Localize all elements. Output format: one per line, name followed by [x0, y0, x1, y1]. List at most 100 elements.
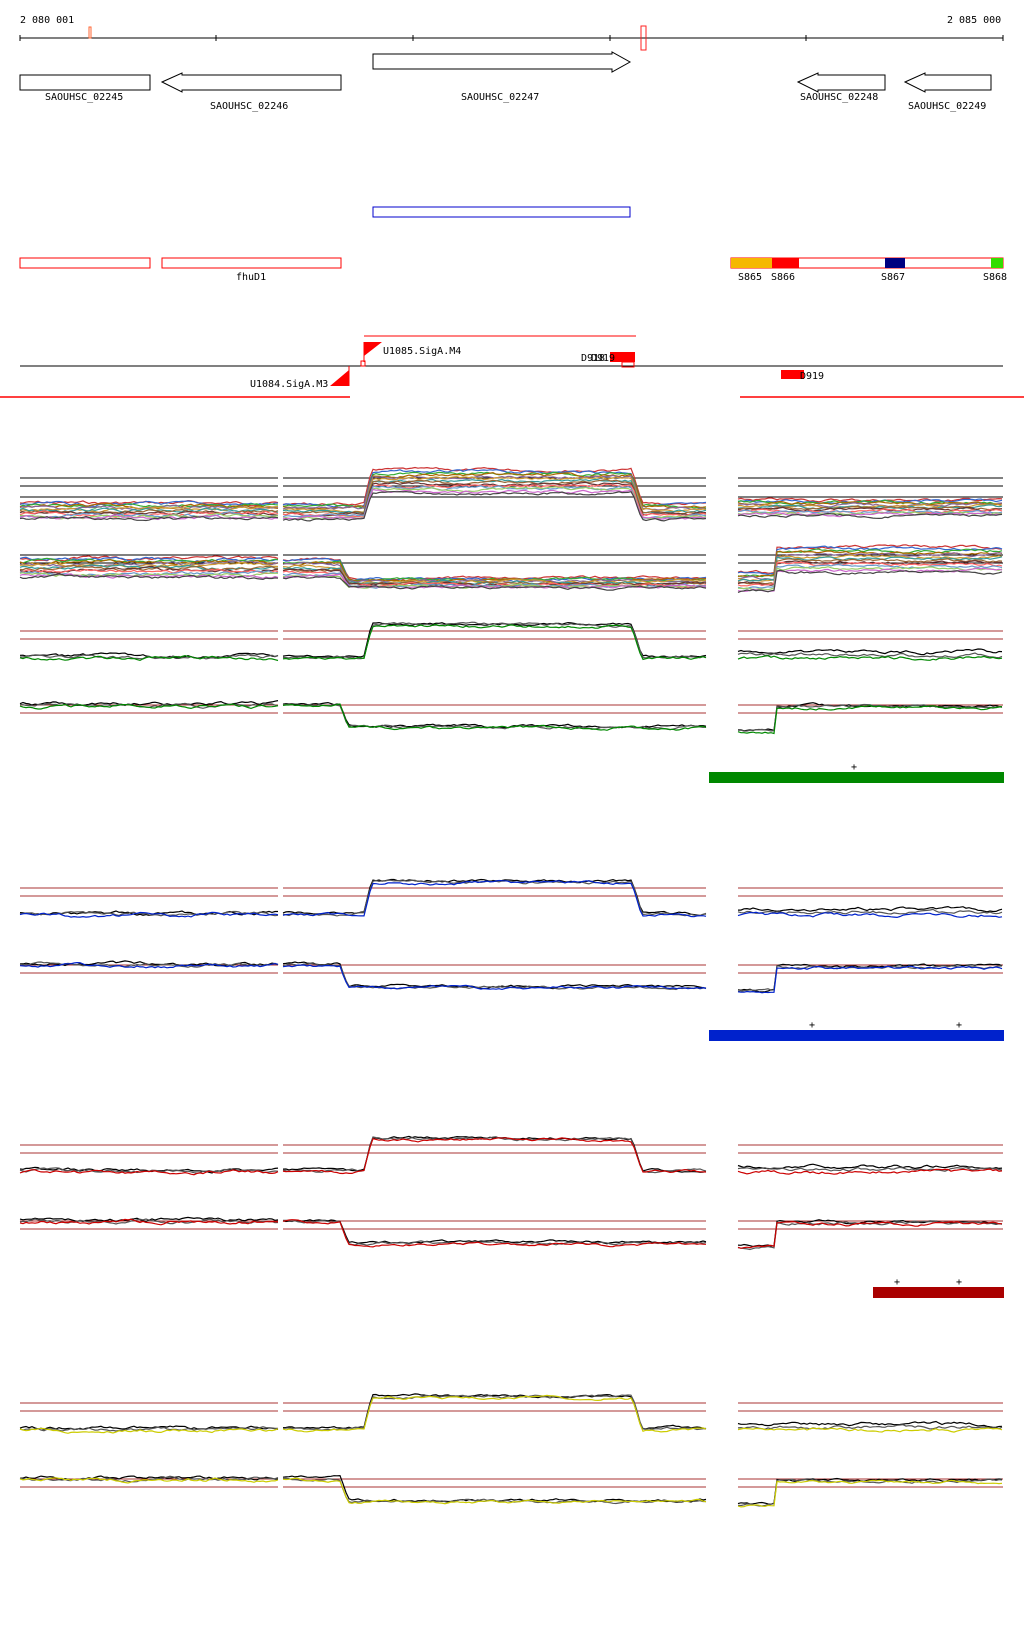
- terminator-d919[interactable]: [781, 370, 804, 379]
- expression-trace: [282, 1477, 707, 1505]
- expression-trace: [282, 962, 707, 991]
- expression-trace: [282, 964, 707, 991]
- expression-trace: [738, 905, 1003, 913]
- expression-trace: [19, 700, 279, 707]
- expression-trace: [19, 911, 279, 918]
- expression-trace: [737, 497, 1003, 503]
- condition-bar-red[interactable]: [873, 1287, 1004, 1298]
- expression-trace: [737, 911, 1003, 919]
- terminator-label-d918: D918: [581, 353, 605, 364]
- expression-trace: [738, 702, 1003, 732]
- expression-trace: [737, 500, 1003, 506]
- expression-trace: [282, 557, 707, 581]
- terminator-label-d918-overlap: D919: [591, 353, 615, 364]
- expression-trace: [19, 560, 279, 568]
- gene-arrow-saouhsc-02245[interactable]: [19, 74, 151, 91]
- plus-marker: +: [894, 1277, 900, 1288]
- expression-trace: [19, 573, 279, 581]
- blue-region-box[interactable]: [372, 206, 631, 218]
- expression-trace: [737, 652, 1003, 659]
- expression-trace: [282, 701, 707, 729]
- expression-trace: [19, 703, 279, 710]
- expression-trace: [282, 558, 707, 582]
- segment-label-s868: S868: [983, 272, 1007, 283]
- end-coordinate: 2 085 000: [947, 15, 1001, 26]
- expression-trace: [282, 703, 707, 731]
- expression-trace: [737, 544, 1003, 574]
- expression-trace: [737, 566, 1003, 591]
- regulatory-track: U1085.SigA.M4 U1084.SigA.M3 D918 D919 D9…: [0, 335, 1024, 398]
- operon-box-1[interactable]: [19, 257, 151, 269]
- ruler-marker-right: [640, 25, 647, 51]
- operon-box-2[interactable]: [161, 257, 342, 269]
- expression-trace: [737, 1168, 1003, 1175]
- promoter-label-u1084: U1084.SigA.M3: [250, 379, 328, 390]
- promoter-site-marker: [360, 360, 366, 367]
- condition-bars: + + + + +: [709, 762, 1004, 1298]
- expression-trace: [737, 558, 1003, 585]
- gene-arrow-saouhsc-02247[interactable]: [372, 51, 632, 73]
- expression-trace: [737, 655, 1003, 661]
- segment-s865[interactable]: [731, 258, 772, 268]
- expression-trace: [282, 1394, 707, 1431]
- condition-bar-blue[interactable]: [709, 1030, 1004, 1041]
- expression-trace: [737, 512, 1003, 520]
- expression-trace: [737, 1478, 1003, 1507]
- plus-marker: +: [956, 1277, 962, 1288]
- terminator-label-d919: D919: [800, 371, 824, 382]
- expression-trace: [19, 654, 279, 662]
- gene-arrow-saouhsc-02248[interactable]: [796, 72, 886, 93]
- segment-label-s867: S867: [881, 272, 905, 283]
- expression-trace: [737, 561, 1003, 587]
- expression-trace: [737, 1420, 1003, 1429]
- expression-trace: [19, 512, 278, 520]
- expression-trace: [19, 564, 279, 572]
- expression-trace: [737, 1220, 1003, 1249]
- expression-trace: [737, 704, 1003, 735]
- promoter-label-u1085: U1085.SigA.M4: [383, 346, 461, 357]
- expression-trace: [737, 1220, 1003, 1251]
- expression-trace: [282, 568, 707, 587]
- segment-label-s865: S865: [738, 272, 762, 283]
- operon-label-fhud1: fhuD1: [236, 272, 266, 283]
- expression-trace: [282, 621, 707, 660]
- expression-trace: [19, 561, 279, 569]
- expression-trace: [282, 1219, 707, 1248]
- ruler-ticks: [19, 35, 1004, 41]
- expression-trace: [282, 1135, 707, 1173]
- expression-trace: [19, 1218, 279, 1226]
- expression-trace: [19, 961, 279, 969]
- plus-marker: +: [809, 1020, 815, 1031]
- segment-s867[interactable]: [885, 258, 905, 268]
- promoter-flag-u1084[interactable]: [330, 370, 349, 386]
- terminator-d918[interactable]: [610, 352, 635, 362]
- expression-trace: [282, 490, 707, 522]
- expression-trace: [282, 1477, 706, 1505]
- gene-label-saouhsc-02245: SAOUHSC_02245: [45, 92, 123, 103]
- segment-s866[interactable]: [772, 258, 799, 268]
- expression-trace: [282, 623, 707, 661]
- gene-label-saouhsc-02247: SAOUHSC_02247: [461, 92, 539, 103]
- expression-trace: [737, 1427, 1003, 1433]
- plus-marker: +: [851, 762, 857, 773]
- expression-trace: [282, 878, 707, 917]
- gene-arrow-saouhsc-02249[interactable]: [903, 72, 992, 93]
- expression-trace: [19, 1425, 279, 1430]
- ruler-marker-left: [88, 26, 92, 39]
- expression-trace: [19, 1477, 279, 1484]
- gene-track: [19, 51, 992, 93]
- expression-trace: [282, 703, 707, 731]
- expression-trace: [737, 648, 1003, 656]
- segment-s868[interactable]: [991, 258, 1003, 268]
- expression-trace: [737, 703, 1003, 732]
- expression-trace: [737, 965, 1003, 993]
- expression-trace: [282, 621, 707, 659]
- promoter-flag-u1085[interactable]: [364, 342, 382, 356]
- expression-trace: [737, 563, 1003, 590]
- condition-bar-green[interactable]: [709, 772, 1004, 783]
- expression-trace: [19, 500, 279, 508]
- gene-arrow-saouhsc-02246[interactable]: [160, 72, 342, 93]
- expression-trace: [19, 511, 279, 519]
- expression-trace: [19, 1427, 279, 1434]
- expression-trace: [737, 512, 1003, 518]
